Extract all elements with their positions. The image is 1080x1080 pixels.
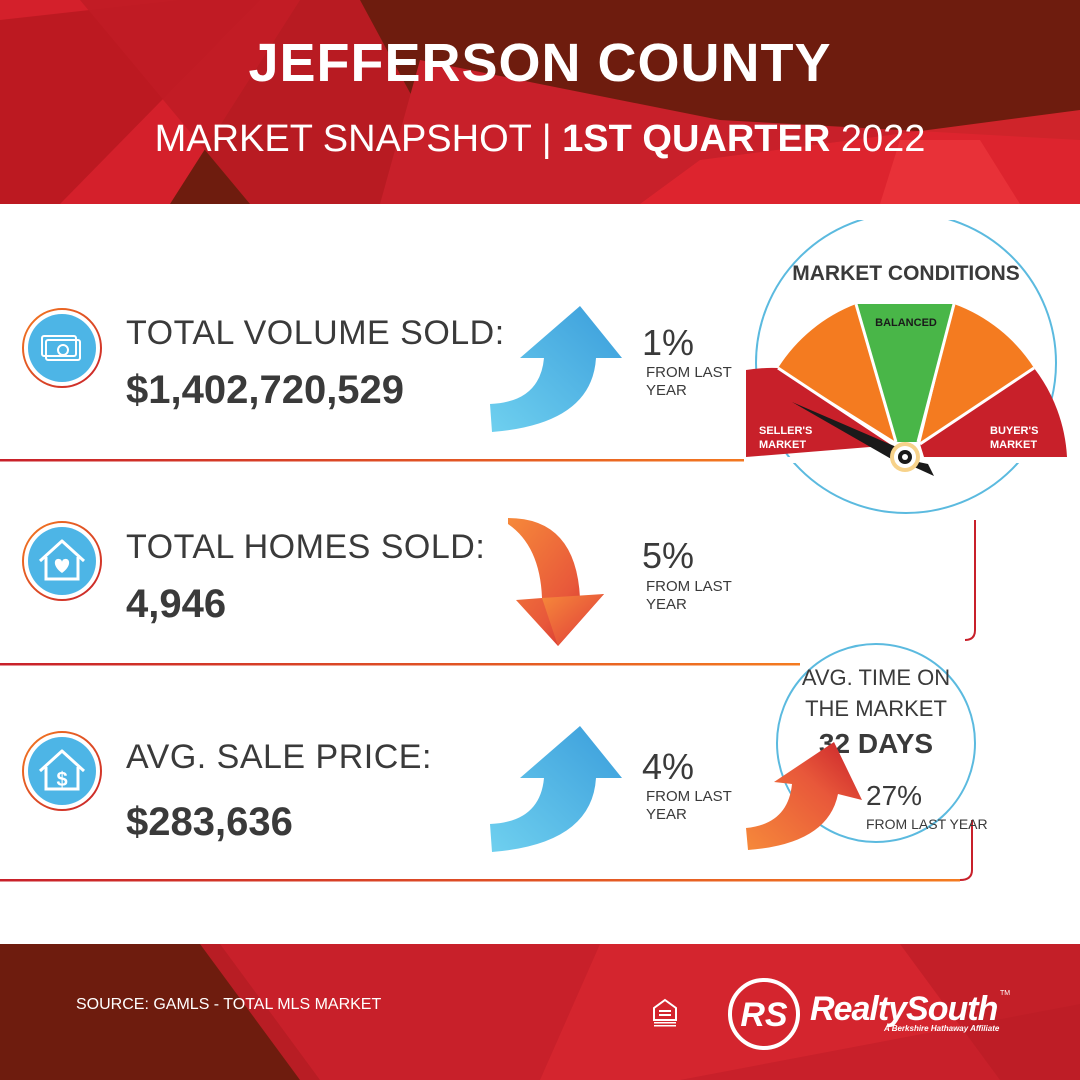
brand-tagline: A Berkshire Hathaway Affiliate — [884, 1024, 1000, 1033]
header-banner: JEFFERSON COUNTY MARKET SNAPSHOT | 1ST Q… — [0, 0, 1080, 204]
brand-trademark: TM — [1000, 990, 1011, 997]
metric-change-price: 4% — [642, 746, 695, 787]
arrow-down-icon — [508, 518, 604, 646]
gauge-label-balanced: BALANCED — [875, 317, 937, 329]
metric-from-volume: FROM LAST YEAR — [646, 364, 732, 399]
page-title: JEFFERSON COUNTY — [248, 33, 832, 93]
metric-value-volume: $1,402,720,529 — [126, 368, 405, 412]
time-on-market-from: FROM LAST YEAR — [866, 816, 988, 832]
house-heart-icon — [22, 521, 102, 601]
arrow-up-orange-icon — [746, 742, 862, 850]
metric-value-homes: 4,946 — [126, 582, 227, 626]
market-conditions-gauge — [744, 220, 1070, 514]
metric-from-price: FROM LAST YEAR — [646, 788, 732, 823]
footer-background-pattern — [0, 944, 1080, 1080]
brand-name: RealtySouth — [810, 990, 998, 1028]
realtysouth-logo-mark: RS — [728, 978, 800, 1050]
metric-change-homes: 5% — [642, 535, 695, 576]
svg-text:RS: RS — [740, 996, 788, 1034]
gauge-label-sellers: SELLER'S MARKET — [759, 425, 813, 451]
metric-change-volume: 1% — [642, 322, 695, 363]
header-background-pattern — [0, 0, 1080, 204]
time-on-market-change: 27% — [866, 780, 923, 811]
metric-value-price: $283,636 — [126, 800, 293, 844]
svg-text:$: $ — [56, 769, 67, 791]
house-dollar-icon: $ — [22, 731, 102, 811]
arrow-up-icon-2 — [490, 726, 622, 852]
money-bills-icon — [22, 308, 102, 388]
metric-label-homes: TOTAL HOMES SOLD: — [126, 528, 486, 566]
gauge-needle — [792, 402, 908, 464]
time-on-market-title: AVG. TIME ON THE MARKET — [801, 665, 951, 721]
metric-label-volume: TOTAL VOLUME SOLD: — [126, 314, 505, 352]
gauge-label-buyers: BUYER'S MARKET — [990, 425, 1039, 451]
source-note: SOURCE: GAMLS - TOTAL MLS MARKET — [76, 996, 382, 1013]
page-subtitle: MARKET SNAPSHOT | 1ST QUARTER 2022 — [154, 118, 926, 160]
equal-housing-opportunity-icon — [653, 998, 677, 1027]
gauge-title: MARKET CONDITIONS — [792, 262, 1020, 285]
footer-banner — [0, 944, 1080, 1080]
metric-label-price: AVG. SALE PRICE: — [126, 738, 432, 776]
metric-from-homes: FROM LAST YEAR — [646, 578, 732, 613]
arrow-up-icon — [490, 306, 622, 432]
